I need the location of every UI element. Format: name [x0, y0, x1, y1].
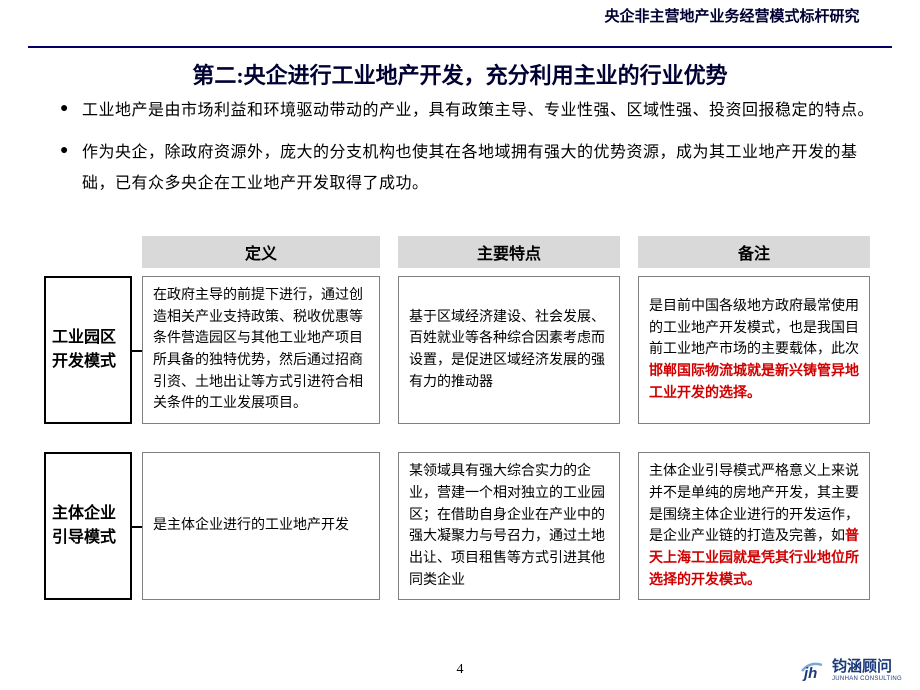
page-title-text: 第二:央企进行工业地产开发，充分利用主业的行业优势 — [192, 63, 727, 88]
bullet-text: 作为央企，除政府资源外，庞大的分支机构也使其在各地域拥有强大的优势资源，成为其工… — [82, 138, 880, 199]
cell-text: 是主体企业进行的工业地产开发 — [153, 515, 349, 537]
cell-definition: 在政府主导的前提下进行，通过创造相关产业支持政策、税收优惠等条件营造园区与其他工… — [142, 276, 380, 424]
col-gap — [620, 276, 638, 424]
page-title: 第二:央企进行工业地产开发，充分利用主业的行业优势 — [0, 58, 920, 90]
table-row: 主体企业引导模式 是主体企业进行的工业地产开发 某领域具有强大综合实力的企业，营… — [44, 452, 890, 600]
cell-features: 某领域具有强大综合实力的企业，营建一个相对独立的工业园区；在借助自身企业在产业中… — [398, 452, 620, 600]
bullet-item: ● 作为央企，除政府资源外，庞大的分支机构也使其在各地域拥有强大的优势资源，成为… — [60, 138, 880, 199]
svg-text:jh: jh — [802, 665, 817, 681]
page-number-text: 4 — [457, 662, 464, 677]
header-label: 备注 — [738, 240, 770, 264]
notes-pre: 主体企业引导模式严格意义上来说并不是单纯的房地产开发，其主要是围绕主体企业进行的… — [649, 464, 859, 544]
row-label: 主体企业引导模式 — [52, 502, 124, 550]
cell-notes: 是目前中国各级地方政府最常使用的工业地产开发模式，也是我国目前工业地产市场的主要… — [638, 276, 870, 424]
column-header-features: 主要特点 — [398, 236, 620, 268]
cell-text: 是目前中国各级地方政府最常使用的工业地产开发模式，也是我国目前工业地产市场的主要… — [649, 296, 859, 404]
cell-definition: 是主体企业进行的工业地产开发 — [142, 452, 380, 600]
header-label: 定义 — [245, 240, 277, 264]
table-header-row: 定义 主要特点 备注 — [44, 236, 890, 268]
column-header-notes: 备注 — [638, 236, 870, 268]
cell-text: 基于区域经济建设、社会发展、百姓就业等各种综合因素考虑而设置，是促进区域经济发展… — [409, 307, 609, 394]
cell-text: 主体企业引导模式严格意义上来说并不是单纯的房地产开发，其主要是围绕主体企业进行的… — [649, 461, 859, 591]
bullet-list: ● 工业地产是由市场利益和环境驱动带动的产业，具有政策主导、专业性强、区域性强、… — [60, 96, 880, 211]
header-title: 央企非主营地产业务经营模式标杆研究 — [604, 9, 859, 25]
logo-icon: jh — [800, 657, 828, 681]
logo-subtext: JUNHAN CONSULTING — [832, 676, 902, 682]
logo-text: 钧涵顾问 — [832, 655, 902, 676]
column-header-definition: 定义 — [142, 236, 380, 268]
cell-text: 在政府主导的前提下进行，通过创造相关产业支持政策、税收优惠等条件营造园区与其他工… — [153, 285, 369, 415]
row-label: 工业园区开发模式 — [52, 326, 124, 374]
col-gap — [620, 452, 638, 600]
bullet-marker: ● — [60, 138, 82, 199]
connector-line — [132, 276, 142, 424]
comparison-table: 定义 主要特点 备注 工业园区开发模式 在政府主导的前提下进行，通过创造相关产业… — [44, 236, 890, 600]
logo: jh 钧涵顾问 JUNHAN CONSULTING — [800, 655, 902, 682]
connector-line — [132, 452, 142, 600]
page-header: 央企非主营地产业务经营模式标杆研究 — [572, 8, 892, 28]
col-gap — [380, 276, 398, 424]
bullet-text: 工业地产是由市场利益和环境驱动带动的产业，具有政策主导、专业性强、区域性强、投资… — [82, 96, 880, 126]
cell-text: 某领域具有强大综合实力的企业，营建一个相对独立的工业园区；在借助自身企业在产业中… — [409, 461, 609, 591]
col-gap — [380, 236, 398, 268]
page-number: 4 — [0, 662, 920, 678]
header-spacer — [44, 236, 142, 268]
logo-text-wrap: 钧涵顾问 JUNHAN CONSULTING — [832, 655, 902, 682]
header-rule — [28, 46, 892, 48]
notes-highlight: 邯郸国际物流城就是新兴铸管异地工业开发的选择。 — [649, 364, 859, 401]
row-label-box: 主体企业引导模式 — [44, 452, 132, 600]
row-label-box: 工业园区开发模式 — [44, 276, 132, 424]
col-gap — [380, 452, 398, 600]
cell-notes: 主体企业引导模式严格意义上来说并不是单纯的房地产开发，其主要是围绕主体企业进行的… — [638, 452, 870, 600]
notes-pre: 是目前中国各级地方政府最常使用的工业地产开发模式，也是我国目前工业地产市场的主要… — [649, 299, 859, 357]
table-row: 工业园区开发模式 在政府主导的前提下进行，通过创造相关产业支持政策、税收优惠等条… — [44, 276, 890, 424]
bullet-marker: ● — [60, 96, 82, 126]
cell-features: 基于区域经济建设、社会发展、百姓就业等各种综合因素考虑而设置，是促进区域经济发展… — [398, 276, 620, 424]
header-label: 主要特点 — [477, 240, 541, 264]
col-gap — [620, 236, 638, 268]
bullet-item: ● 工业地产是由市场利益和环境驱动带动的产业，具有政策主导、专业性强、区域性强、… — [60, 96, 880, 126]
